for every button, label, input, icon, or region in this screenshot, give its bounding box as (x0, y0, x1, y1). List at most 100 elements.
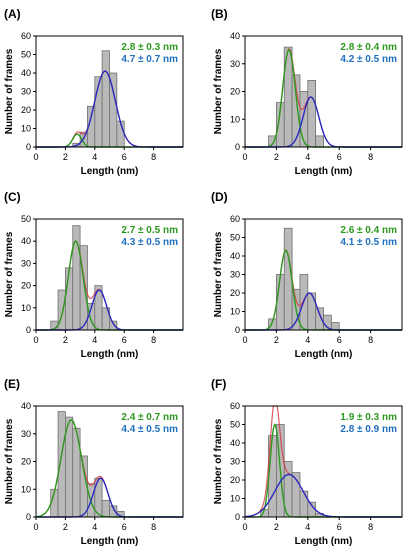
y-tick-label: 0 (235, 512, 240, 522)
y-tick-label: 30 (230, 457, 240, 467)
x-tick-label: 6 (337, 335, 342, 345)
x-axis-label: Length (nm) (295, 166, 353, 177)
histogram-bar (307, 80, 317, 148)
y-tick-label: 0 (235, 325, 240, 335)
histogram-bar (315, 135, 324, 148)
x-axis-label: Length (nm) (295, 536, 353, 547)
x-tick-label: 8 (151, 152, 156, 162)
y-tick-label: 60 (230, 214, 240, 224)
panel-label: (D) (211, 190, 228, 204)
plot-frame (35, 218, 184, 331)
histogram-bar (299, 91, 309, 148)
legend-entry-2: 4.7 ± 0.7 nm (121, 54, 178, 65)
panel-e: (E) 0 2 4 6 8 0 10 20 30 40 Length (nm) Number of fr… (4, 377, 184, 547)
x-tick-label: 2 (274, 152, 279, 162)
x-tick-label: 6 (337, 152, 342, 162)
histogram-bar (299, 490, 309, 518)
y-tick-label: 50 (230, 233, 240, 243)
x-tick-label: 4 (305, 335, 310, 345)
y-axis-label: Number of frames (4, 231, 15, 317)
histogram-bar (101, 499, 110, 518)
x-tick-label: 8 (368, 335, 373, 345)
legend-entry-2: 4.1 ± 0.5 nm (340, 237, 397, 248)
legend-entry-1: 1.9 ± 0.3 nm (340, 412, 397, 423)
y-tick-label: 50 (230, 420, 240, 430)
y-tick-label: 10 (230, 494, 240, 504)
panel-label: (A) (4, 7, 21, 21)
y-tick-label: 50 (21, 214, 31, 224)
histogram-bar (283, 227, 293, 331)
x-tick-label: 8 (151, 335, 156, 345)
y-tick-label: 50 (21, 50, 31, 60)
x-axis-label: Length (nm) (81, 536, 139, 547)
x-tick-label: 2 (63, 335, 68, 345)
legend-entry-1: 2.7 ± 0.5 nm (121, 225, 178, 236)
y-tick-label: 20 (21, 281, 31, 291)
x-tick-label: 2 (63, 522, 68, 532)
y-tick-label: 10 (21, 484, 31, 494)
panel-c: (C) 0 2 4 6 8 0 10 20 30 40 50 Length (nm) Number of … (4, 190, 184, 360)
y-tick-label: 20 (21, 105, 31, 115)
y-tick-label: 20 (230, 475, 240, 485)
panel-label: (E) (4, 377, 20, 391)
x-tick-label: 2 (63, 152, 68, 162)
y-tick-label: 20 (21, 457, 31, 467)
x-axis-label: Length (nm) (81, 349, 139, 360)
y-tick-label: 0 (26, 142, 31, 152)
y-tick-label: 40 (21, 68, 31, 78)
x-tick-label: 8 (151, 522, 156, 532)
histogram-bar (109, 72, 118, 148)
y-tick-label: 20 (230, 87, 240, 97)
y-tick-label: 0 (235, 142, 240, 152)
x-tick-label: 0 (242, 152, 247, 162)
panel-d: (D) 0 2 4 6 8 0 10 20 30 40 50 60 Length (nm) Number o… (211, 190, 403, 360)
histogram-bar (57, 411, 66, 518)
histogram-bar (116, 120, 125, 148)
y-tick-label: 60 (21, 31, 31, 41)
x-tick-label: 2 (274, 335, 279, 345)
y-tick-label: 30 (21, 429, 31, 439)
panel-a: (A) 0 2 4 6 8 0 10 20 30 40 50 60 Length (nm) Number o… (4, 7, 184, 177)
x-tick-label: 6 (122, 522, 127, 532)
panel-b: (B) 0 2 4 6 8 0 10 20 30 40 Length (nm) Number of fr… (211, 7, 403, 177)
x-tick-label: 6 (122, 335, 127, 345)
y-tick-label: 10 (230, 114, 240, 124)
y-axis-label: Number of frames (4, 48, 15, 134)
y-tick-label: 30 (21, 258, 31, 268)
y-tick-label: 0 (26, 512, 31, 522)
legend-entry-1: 2.4 ± 0.7 nm (121, 412, 178, 423)
x-tick-label: 6 (122, 152, 127, 162)
x-tick-label: 4 (92, 522, 97, 532)
legend-entry-2: 4.3 ± 0.5 nm (121, 237, 178, 248)
legend-entry-2: 2.8 ± 0.9 nm (340, 424, 397, 435)
y-tick-label: 40 (230, 438, 240, 448)
x-tick-label: 0 (242, 335, 247, 345)
y-tick-label: 0 (26, 325, 31, 335)
panel-label: (B) (211, 7, 228, 21)
y-tick-label: 20 (230, 288, 240, 298)
panel-label: (C) (4, 190, 21, 204)
x-tick-label: 4 (92, 335, 97, 345)
y-tick-label: 30 (21, 87, 31, 97)
histogram-bar (65, 267, 74, 331)
x-tick-label: 4 (92, 152, 97, 162)
legend-entry-2: 4.4 ± 0.5 nm (121, 424, 178, 435)
y-axis-label: Number of frames (213, 231, 224, 317)
y-tick-label: 10 (230, 307, 240, 317)
y-tick-label: 40 (230, 251, 240, 261)
legend-entry-1: 2.6 ± 0.4 nm (340, 225, 397, 236)
x-tick-label: 0 (33, 335, 38, 345)
x-tick-label: 4 (305, 522, 310, 532)
x-tick-label: 0 (33, 152, 38, 162)
y-tick-label: 10 (21, 124, 31, 134)
x-axis-label: Length (nm) (81, 166, 139, 177)
y-tick-label: 40 (230, 31, 240, 41)
y-axis-label: Number of frames (4, 418, 15, 504)
panel-label: (F) (211, 377, 226, 391)
panel-f: (F) 0 2 4 6 8 0 10 20 30 40 50 60 Length (nm) Number o… (211, 377, 403, 547)
y-axis-label: Number of frames (213, 48, 224, 134)
legend-entry-1: 2.8 ± 0.3 nm (121, 42, 178, 53)
x-tick-label: 2 (274, 522, 279, 532)
histogram-bar (275, 274, 285, 331)
